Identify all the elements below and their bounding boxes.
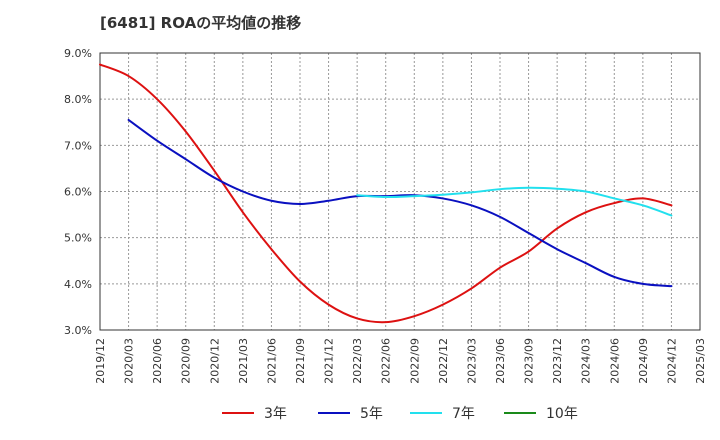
series-line-1 [127,118,673,288]
x-tick-label: 2020/12 [208,338,221,384]
series-line-0 [99,63,673,324]
axis-layer: 3.0% 4.0% 5.0% 6.0% 7.0% 8.0% 9.0% 2019/12 2020/… [64,47,707,384]
x-tick-label: 2022/06 [380,338,393,384]
y-tick-label: 9.0% [64,47,92,60]
x-tick-label: 2021/12 [323,338,336,384]
x-tick-label: 2024/06 [608,338,621,384]
y-tick-label: 4.0% [64,278,92,291]
y-tick-label: 5.0% [64,232,92,245]
chart-title: [6481] ROAの平均値の推移 [100,14,302,32]
x-tick-label: 2025/03 [694,338,707,384]
x-tick-label: 2021/09 [294,338,307,384]
x-tick-label: 2020/06 [151,338,164,384]
x-tick-label: 2019/12 [94,338,107,384]
y-tick-label: 3.0% [64,324,92,337]
legend-label-1: 5年 [360,406,383,422]
x-tick-label: 2024/03 [580,338,593,384]
x-tick-label: 2023/03 [465,338,478,384]
x-tick-label: 2024/12 [665,338,678,384]
y-tick-label: 7.0% [64,139,92,152]
x-tick-label: 2023/12 [551,338,564,384]
series-line-2 [356,186,673,217]
x-tick-label: 2022/03 [351,338,364,384]
x-tick-label: 2023/06 [494,338,507,384]
x-tick-label: 2020/09 [180,338,193,384]
plot-frame [99,52,701,331]
grid-layer [100,53,700,330]
legend-label-3: 10年 [546,406,578,422]
y-tick-label: 6.0% [64,186,92,199]
x-tick-label: 2022/12 [437,338,450,384]
legend: 3年 5年 7年 10年 [222,406,578,422]
x-tick-label: 2024/09 [637,338,650,384]
x-tick-label: 2021/06 [265,338,278,384]
x-tick-label: 2022/09 [408,338,421,384]
x-tick-label: 2023/09 [523,338,536,384]
x-tick-label: 2021/03 [237,338,250,384]
series-layer [99,63,673,324]
y-tick-label: 8.0% [64,93,92,106]
legend-label-0: 3年 [264,406,287,422]
x-tick-label: 2020/03 [123,338,136,384]
legend-label-2: 7年 [452,406,475,422]
